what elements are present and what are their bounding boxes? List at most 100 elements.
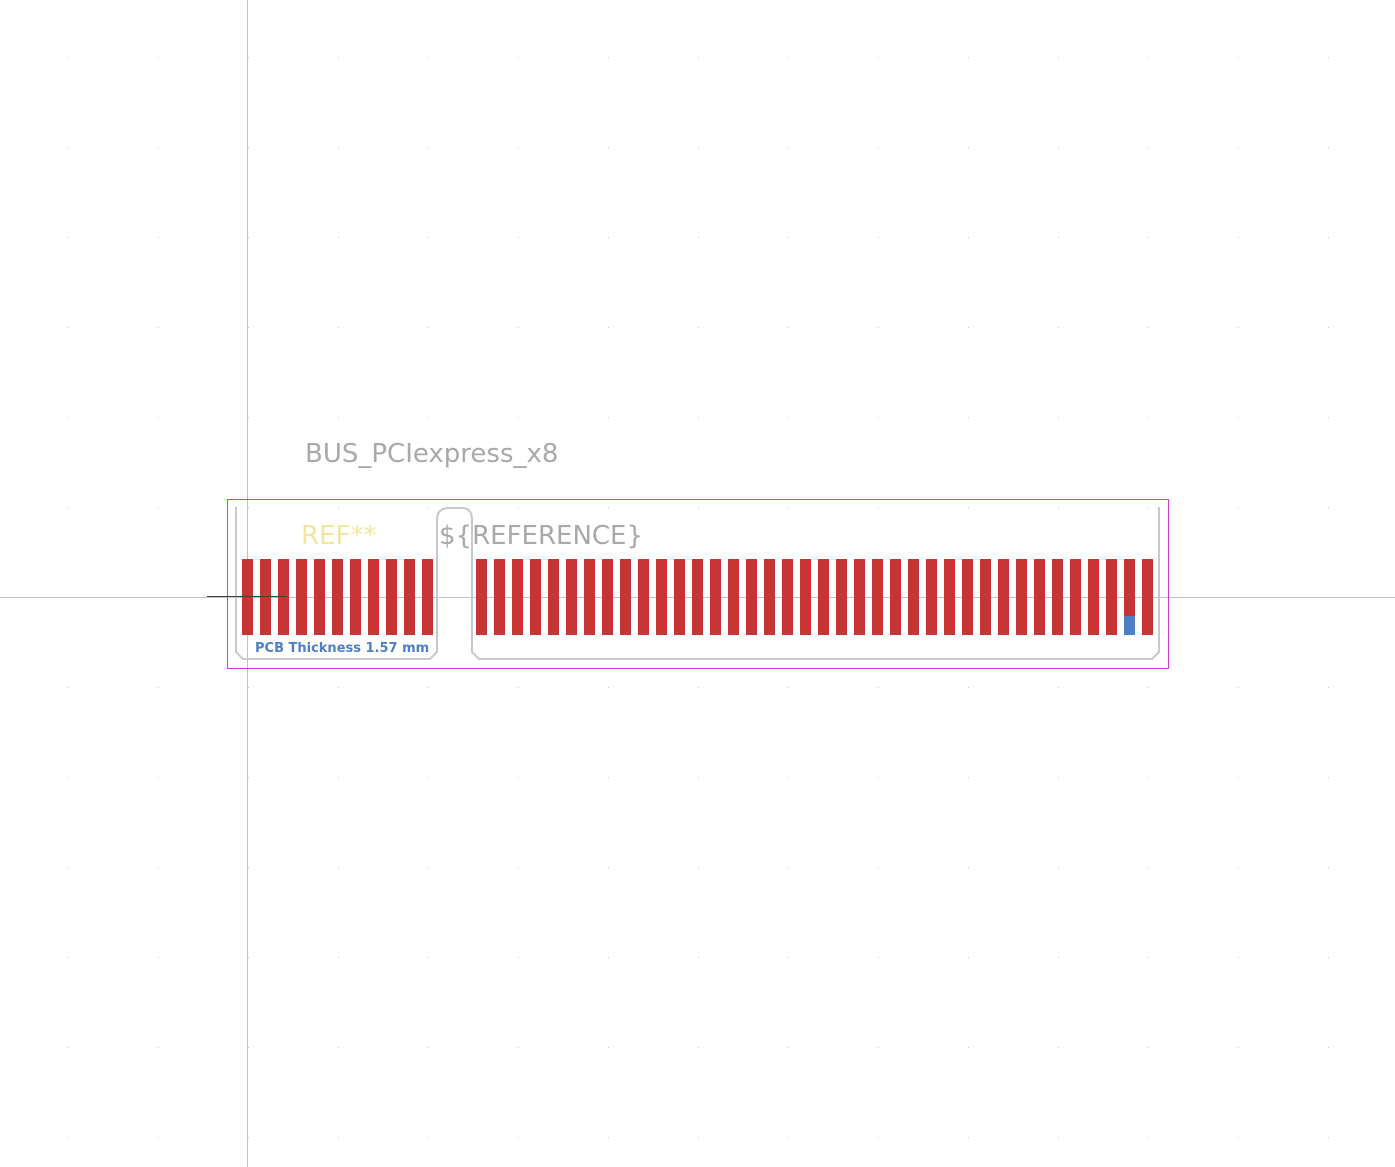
grid-dot bbox=[968, 777, 969, 778]
grid-dot bbox=[1238, 1137, 1239, 1138]
grid-dot bbox=[788, 57, 789, 58]
pad-right-13[interactable] bbox=[692, 559, 703, 635]
pad-left-6[interactable] bbox=[332, 559, 343, 635]
pad-right-18[interactable] bbox=[782, 559, 793, 635]
pad-right-21[interactable] bbox=[836, 559, 847, 635]
pad-right-4[interactable] bbox=[530, 559, 541, 635]
pad-right-6[interactable] bbox=[566, 559, 577, 635]
courtyard-outline[interactable] bbox=[227, 499, 1169, 669]
grid-dot bbox=[338, 327, 339, 328]
grid-dot bbox=[158, 1137, 159, 1138]
grid-dot bbox=[518, 57, 519, 58]
pad-right-32[interactable] bbox=[1034, 559, 1045, 635]
grid-dot bbox=[878, 1137, 879, 1138]
grid-dot bbox=[248, 687, 249, 688]
pad-left-9[interactable] bbox=[386, 559, 397, 635]
grid-dot bbox=[68, 507, 69, 508]
grid-dot bbox=[608, 867, 609, 868]
pad-left-4[interactable] bbox=[296, 559, 307, 635]
grid-dot bbox=[1238, 867, 1239, 868]
grid-dot bbox=[1058, 147, 1059, 148]
pad-right-26[interactable] bbox=[926, 559, 937, 635]
pad-right-23[interactable] bbox=[872, 559, 883, 635]
pad-right-25[interactable] bbox=[908, 559, 919, 635]
pad-right-14[interactable] bbox=[710, 559, 721, 635]
pad-right-33[interactable] bbox=[1052, 559, 1063, 635]
pad-right-38[interactable] bbox=[1142, 559, 1153, 635]
grid-dot bbox=[68, 957, 69, 958]
pad-right-16[interactable] bbox=[746, 559, 757, 635]
grid-dot bbox=[428, 1047, 429, 1048]
pad-right-30[interactable] bbox=[998, 559, 1009, 635]
grid-dot bbox=[608, 957, 609, 958]
grid-dot bbox=[1328, 867, 1329, 868]
pad-right-35[interactable] bbox=[1088, 559, 1099, 635]
grid-dot bbox=[878, 327, 879, 328]
pad-right-12[interactable] bbox=[674, 559, 685, 635]
pad-right-17[interactable] bbox=[764, 559, 775, 635]
grid-dot bbox=[338, 687, 339, 688]
pad-right-29[interactable] bbox=[980, 559, 991, 635]
grid-dot bbox=[968, 687, 969, 688]
pad-right-22[interactable] bbox=[854, 559, 865, 635]
grid-dot bbox=[68, 777, 69, 778]
grid-dot bbox=[1238, 1047, 1239, 1048]
grid-dot bbox=[248, 417, 249, 418]
footprint-reference-label[interactable]: REF** bbox=[301, 521, 376, 551]
grid-dot bbox=[1058, 417, 1059, 418]
pad-right-5[interactable] bbox=[548, 559, 559, 635]
pad-right-24[interactable] bbox=[890, 559, 901, 635]
grid-dot bbox=[1148, 777, 1149, 778]
pad-right-31[interactable] bbox=[1016, 559, 1027, 635]
pad-right-36[interactable] bbox=[1106, 559, 1117, 635]
pad-right-15[interactable] bbox=[728, 559, 739, 635]
pad-left-10[interactable] bbox=[404, 559, 415, 635]
grid-dot bbox=[878, 957, 879, 958]
pad-right-7[interactable] bbox=[584, 559, 595, 635]
pad-right-11[interactable] bbox=[656, 559, 667, 635]
pad-group-right bbox=[476, 559, 1153, 635]
footprint-value-label[interactable]: BUS_PCIexpress_x8 bbox=[305, 439, 558, 469]
pad-right-19[interactable] bbox=[800, 559, 811, 635]
pad-right-37[interactable] bbox=[1124, 559, 1135, 635]
grid-dot bbox=[68, 867, 69, 868]
grid-dot bbox=[518, 687, 519, 688]
grid-dot bbox=[248, 327, 249, 328]
pad-right-2[interactable] bbox=[494, 559, 505, 635]
pad-right-3[interactable] bbox=[512, 559, 523, 635]
pad-right-20[interactable] bbox=[818, 559, 829, 635]
grid-dot bbox=[518, 777, 519, 778]
pad-right-10[interactable] bbox=[638, 559, 649, 635]
grid-dot bbox=[428, 237, 429, 238]
grid-dot bbox=[878, 147, 879, 148]
pad-right-9[interactable] bbox=[620, 559, 631, 635]
pad-left-11[interactable] bbox=[422, 559, 433, 635]
footprint-reference-field[interactable]: ${REFERENCE} bbox=[439, 521, 643, 551]
grid-dot bbox=[788, 957, 789, 958]
grid-dot bbox=[248, 57, 249, 58]
grid-dot bbox=[158, 777, 159, 778]
pad-right-1[interactable] bbox=[476, 559, 487, 635]
pad-left-8[interactable] bbox=[368, 559, 379, 635]
pad-right-34[interactable] bbox=[1070, 559, 1081, 635]
grid-dot bbox=[338, 237, 339, 238]
grid-dot bbox=[428, 57, 429, 58]
grid-dot bbox=[338, 1047, 339, 1048]
grid-dot bbox=[158, 417, 159, 418]
pad-right-28[interactable] bbox=[962, 559, 973, 635]
grid-dot bbox=[1148, 957, 1149, 958]
grid-dot bbox=[428, 1137, 429, 1138]
pad-right-8[interactable] bbox=[602, 559, 613, 635]
grid-dot bbox=[428, 147, 429, 148]
grid-dot bbox=[248, 957, 249, 958]
pcb-thickness-note[interactable]: PCB Thickness 1.57 mm bbox=[255, 641, 429, 656]
grid-dot bbox=[1148, 57, 1149, 58]
grid-dot bbox=[878, 867, 879, 868]
pad-left-5[interactable] bbox=[314, 559, 325, 635]
grid-dot bbox=[1148, 417, 1149, 418]
grid-dot bbox=[338, 147, 339, 148]
pad-left-7[interactable] bbox=[350, 559, 361, 635]
grid-dot bbox=[968, 957, 969, 958]
pad-right-27[interactable] bbox=[944, 559, 955, 635]
